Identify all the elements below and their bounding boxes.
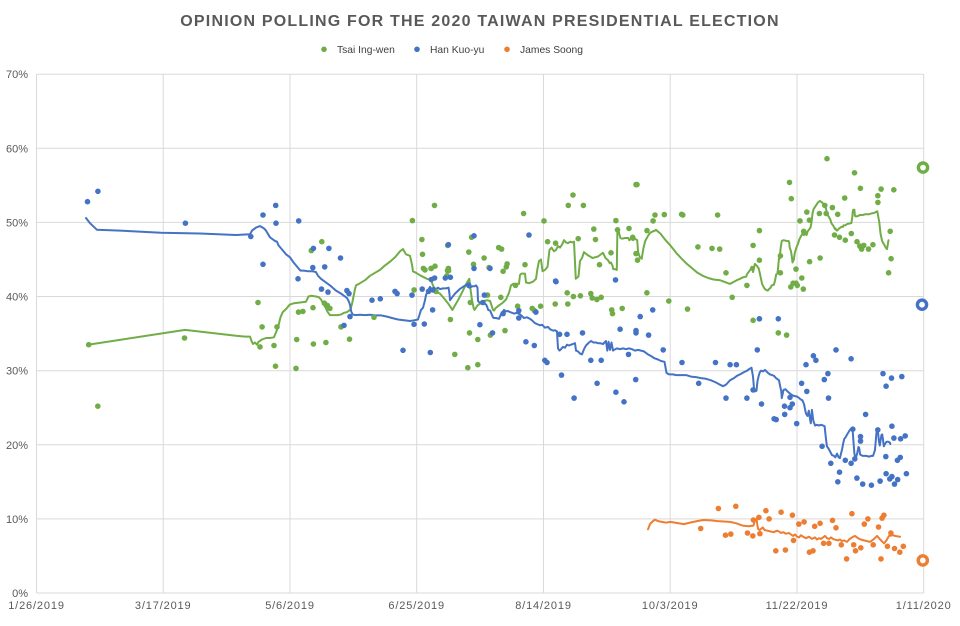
svg-text:Tsai Ing-wen: Tsai Ing-wen: [337, 45, 395, 56]
svg-text:50%: 50%: [6, 217, 28, 229]
svg-text:10/3/2019: 10/3/2019: [642, 600, 699, 612]
svg-text:OPINION POLLING FOR THE 2020 T: OPINION POLLING FOR THE 2020 TAIWAN PRES…: [180, 13, 779, 30]
svg-text:30%: 30%: [6, 366, 28, 378]
svg-text:3/17/2019: 3/17/2019: [135, 600, 192, 612]
svg-text:40%: 40%: [6, 292, 28, 304]
svg-text:11/22/2019: 11/22/2019: [766, 600, 829, 612]
svg-text:6/25/2019: 6/25/2019: [388, 600, 445, 612]
svg-text:20%: 20%: [6, 440, 28, 452]
svg-text:60%: 60%: [6, 143, 28, 155]
svg-text:70%: 70%: [6, 69, 28, 81]
svg-text:10%: 10%: [6, 514, 28, 526]
svg-text:0%: 0%: [12, 588, 28, 600]
svg-text:Han Kuo-yu: Han Kuo-yu: [430, 45, 485, 56]
svg-text:James Soong: James Soong: [520, 45, 583, 56]
svg-text:5/6/2019: 5/6/2019: [265, 600, 315, 612]
svg-text:1/26/2019: 1/26/2019: [8, 600, 65, 612]
svg-text:1/11/2020: 1/11/2020: [896, 600, 952, 612]
svg-text:8/14/2019: 8/14/2019: [515, 600, 572, 612]
